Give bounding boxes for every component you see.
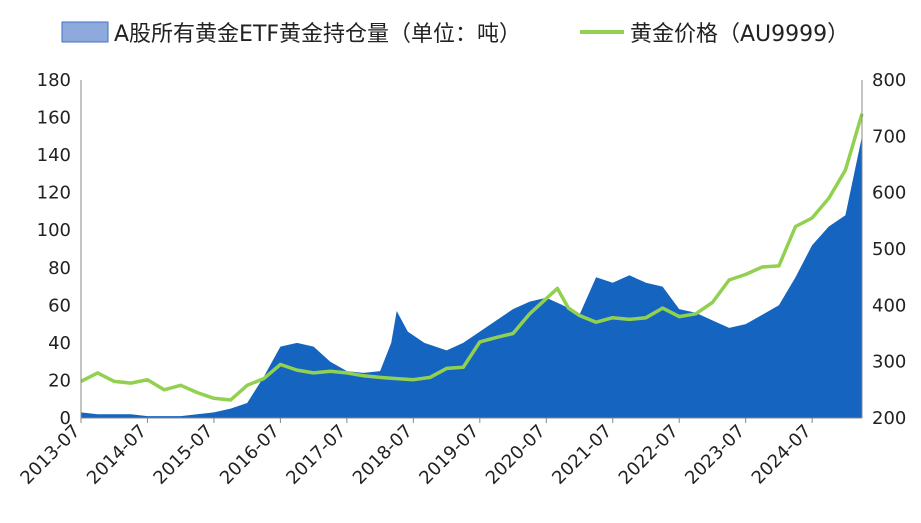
left-tick-label: 100 <box>37 220 71 241</box>
legend-label-holdings: A股所有黄金ETF黄金持仓量（单位：吨） <box>114 22 521 47</box>
left-axis-ticks: 0 20 40 60 80 100 120 140 160 180 <box>37 70 71 429</box>
x-tick-label: 2020-07 <box>482 421 550 489</box>
left-tick-label: 20 <box>48 370 71 391</box>
x-tick-label: 2024-07 <box>748 421 816 489</box>
holdings-area-layer <box>81 136 862 419</box>
left-tick-label: 140 <box>37 145 71 166</box>
x-tick-label: 2022-07 <box>615 421 683 489</box>
right-tick-label: 300 <box>872 352 906 373</box>
x-tick-label: 2017-07 <box>282 421 350 489</box>
holdings-area <box>81 136 862 419</box>
legend-swatch-holdings <box>61 21 109 43</box>
right-tick-label: 200 <box>872 408 906 429</box>
x-tick-label: 2019-07 <box>415 421 483 489</box>
left-tick-label: 0 <box>60 408 71 429</box>
right-tick-label: 500 <box>872 239 906 260</box>
right-axis-ticks: 200 300 400 500 600 700 800 <box>872 70 906 429</box>
left-tick-label: 80 <box>48 258 71 279</box>
x-tick-label: 2015-07 <box>149 421 217 489</box>
right-tick-label: 700 <box>872 126 906 147</box>
left-tick-label: 180 <box>37 70 71 91</box>
right-tick-label: 800 <box>872 70 906 91</box>
x-tick-label: 2018-07 <box>349 421 417 489</box>
x-tick-label: 2023-07 <box>681 421 749 489</box>
x-axis-ticks: 2013-072014-072015-072016-072017-072018-… <box>16 418 816 489</box>
right-tick-label: 400 <box>872 295 906 316</box>
right-tick-label: 600 <box>872 183 906 204</box>
price-line-layer <box>80 113 864 402</box>
legend: A股所有黄金ETF黄金持仓量（单位：吨） 黄金价格（AU9999） <box>61 21 849 47</box>
price-line <box>80 113 864 402</box>
legend-label-price: 黄金价格（AU9999） <box>630 22 849 47</box>
left-tick-label: 120 <box>37 183 71 204</box>
x-tick-label: 2014-07 <box>83 421 151 489</box>
x-tick-label: 2021-07 <box>548 421 616 489</box>
left-tick-label: 40 <box>48 333 71 354</box>
left-tick-label: 160 <box>37 108 71 129</box>
x-tick-label: 2013-07 <box>16 421 84 489</box>
x-tick-label: 2016-07 <box>216 421 284 489</box>
left-tick-label: 60 <box>48 295 71 316</box>
watermark: 雪球 · 大马哈投资 <box>690 481 849 505</box>
